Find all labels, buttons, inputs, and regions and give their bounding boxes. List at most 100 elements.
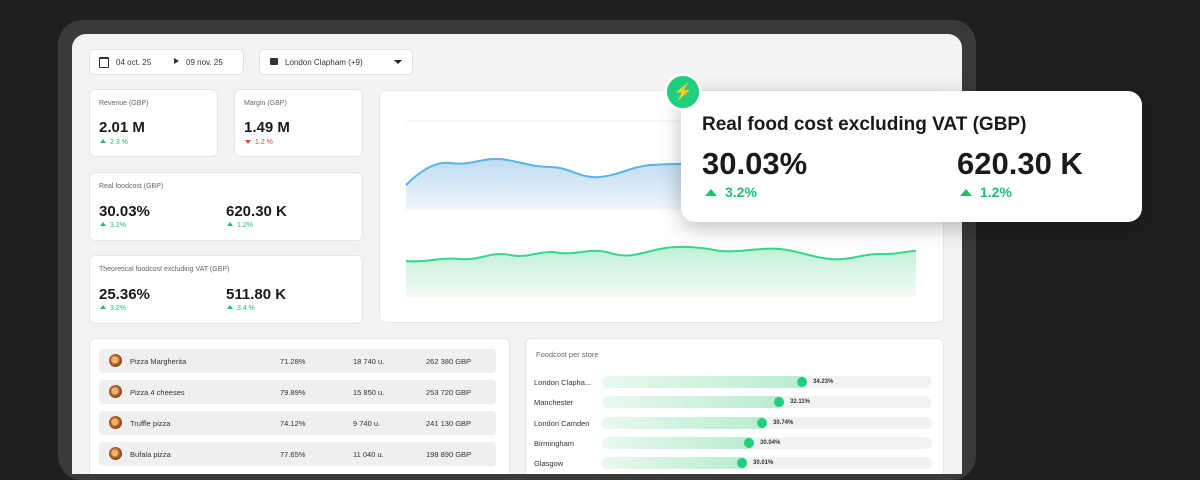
product-name: Bufala pizza bbox=[130, 450, 171, 459]
product-amount: 262 380 GBP bbox=[426, 357, 472, 366]
product-rate: 79.89% bbox=[280, 388, 306, 397]
store-row[interactable]: Manchester 32.11% bbox=[534, 395, 934, 409]
store-row[interactable]: London Camden 30.74% bbox=[534, 416, 934, 430]
arrow-up-icon bbox=[100, 222, 106, 226]
product-units: 9 740 u. bbox=[353, 419, 381, 428]
store-name: Birmingham bbox=[534, 439, 575, 448]
product-amount: 241 130 GBP bbox=[426, 419, 472, 428]
real-foodcost-amount: 620.30 K bbox=[226, 203, 287, 220]
product-units: 15 850 u. bbox=[353, 388, 385, 397]
store-bar-fill bbox=[602, 437, 754, 449]
revenue-delta-value: 2.3 % bbox=[110, 139, 128, 146]
store-name: London Clapha... bbox=[534, 378, 592, 387]
store-name: Manchester bbox=[534, 398, 574, 407]
theoretical-foodcost-amount-delta: 3.4 % bbox=[227, 305, 255, 312]
table-row[interactable]: Pizza 4 cheeses 79.89% 15 850 u. 253 720… bbox=[99, 380, 496, 404]
margin-delta: 1.2 % bbox=[245, 139, 273, 146]
arrow-up-icon bbox=[705, 189, 717, 196]
store-row[interactable]: Glasgow 30.01% bbox=[534, 456, 934, 470]
store-bar-fill bbox=[602, 457, 747, 469]
real-foodcost-pct-delta: 3.2% bbox=[100, 222, 126, 229]
product-units: 11 040 u. bbox=[353, 450, 384, 459]
table-row[interactable]: Bufala pizza 77.65% 11 040 u. 198 890 GB… bbox=[99, 442, 496, 466]
pizza-icon bbox=[109, 447, 122, 460]
margin-value: 1.49 M bbox=[244, 119, 290, 136]
theoretical-foodcost-pct-delta-value: 3.2% bbox=[110, 305, 126, 312]
product-name: Truffle pizza bbox=[130, 419, 171, 428]
product-rate: 74.12% bbox=[280, 419, 306, 428]
tooltip-title: Real food cost excluding VAT (GBP) bbox=[702, 114, 1027, 135]
tooltip-amount-delta-value: 1.2% bbox=[980, 184, 1012, 200]
foodcost-per-store-title: Foodcost per store bbox=[536, 350, 599, 359]
tooltip-amount: 620.30 K bbox=[957, 146, 1083, 181]
real-foodcost-card[interactable]: Real foodcost (GBP) 30.03% 3.2% 620.30 K… bbox=[89, 172, 363, 241]
store-bar-fill bbox=[602, 417, 767, 429]
store-selector[interactable]: London Clapham (+9) bbox=[259, 49, 413, 75]
date-range-picker[interactable]: 04 oct. 25 09 nov. 25 bbox=[89, 49, 244, 75]
store-foodcost-value: 34.23% bbox=[813, 379, 834, 385]
kpi-tooltip: Real food cost excluding VAT (GBP) 30.03… bbox=[681, 91, 1142, 222]
arrow-up-icon bbox=[227, 222, 233, 226]
tooltip-pct-delta: 3.2% bbox=[705, 184, 757, 200]
bolt-icon: ⚡ bbox=[664, 73, 702, 111]
store-bar-marker bbox=[757, 418, 767, 428]
product-name: Pizza 4 cheeses bbox=[130, 388, 185, 397]
product-rate: 77.65% bbox=[280, 450, 306, 459]
product-amount: 253 720 GBP bbox=[426, 388, 472, 397]
real-foodcost-label: Real foodcost (GBP) bbox=[99, 183, 164, 190]
store-selector-label: London Clapham (+9) bbox=[285, 58, 363, 67]
tooltip-pct: 30.03% bbox=[702, 146, 808, 181]
theoretical-foodcost-label: Theoretical foodcost excluding VAT (GBP) bbox=[99, 266, 230, 273]
theoretical-foodcost-amount: 511.80 K bbox=[226, 286, 287, 303]
pizza-icon bbox=[109, 385, 122, 398]
foodcost-trend-chart bbox=[405, 120, 917, 297]
product-units: 18 740 u. bbox=[353, 357, 385, 366]
store-icon bbox=[270, 58, 278, 65]
table-row[interactable]: Pizza Margherita 71.28% 18 740 u. 262 38… bbox=[99, 349, 496, 373]
store-bar-fill bbox=[602, 396, 784, 408]
arrow-up-icon bbox=[227, 305, 233, 309]
theoretical-foodcost-card[interactable]: Theoretical foodcost excluding VAT (GBP)… bbox=[89, 255, 363, 324]
product-rate: 71.28% bbox=[280, 357, 306, 366]
revenue-label: Revenue (GBP) bbox=[99, 100, 149, 107]
store-bar-fill bbox=[602, 376, 807, 388]
store-foodcost-value: 30.01% bbox=[753, 460, 774, 466]
theoretical-foodcost-amount-delta-value: 3.4 % bbox=[237, 305, 255, 312]
store-bar-marker bbox=[774, 397, 784, 407]
revenue-delta: 2.3 % bbox=[100, 139, 128, 146]
pizza-icon bbox=[109, 416, 122, 429]
green-series-area bbox=[406, 246, 916, 297]
arrow-up-icon bbox=[960, 189, 972, 196]
margin-delta-value: 1.2 % bbox=[255, 139, 273, 146]
table-row[interactable]: Truffle pizza 74.12% 9 740 u. 241 130 GB… bbox=[99, 411, 496, 435]
revenue-value: 2.01 M bbox=[99, 119, 145, 136]
store-bar-marker bbox=[744, 438, 754, 448]
arrow-down-icon bbox=[245, 140, 251, 144]
store-foodcost-value: 30.74% bbox=[773, 420, 794, 426]
real-foodcost-pct-delta-value: 3.2% bbox=[110, 222, 126, 229]
store-foodcost-value: 32.11% bbox=[790, 399, 811, 405]
real-foodcost-amount-delta-value: 1.2% bbox=[237, 222, 253, 229]
arrow-up-icon bbox=[100, 305, 106, 309]
product-name: Pizza Margherita bbox=[130, 357, 187, 366]
tooltip-amount-delta: 1.2% bbox=[960, 184, 1012, 200]
store-row[interactable]: Birmingham 30.04% bbox=[534, 436, 934, 450]
foodcost-trend-chart-card[interactable] bbox=[379, 90, 944, 323]
theoretical-foodcost-pct: 25.36% bbox=[99, 286, 150, 303]
revenue-card[interactable]: Revenue (GBP) 2.01 M 2.3 % bbox=[89, 89, 218, 157]
arrow-up-icon bbox=[100, 139, 106, 143]
theoretical-foodcost-pct-delta: 3.2% bbox=[100, 305, 126, 312]
store-foodcost-value: 30.04% bbox=[760, 440, 781, 446]
store-row[interactable]: London Clapha... 34.23% bbox=[534, 375, 934, 389]
store-bar-marker bbox=[797, 377, 807, 387]
green-series-line bbox=[405, 245, 917, 263]
real-foodcost-pct: 30.03% bbox=[99, 203, 150, 220]
date-start: 04 oct. 25 bbox=[116, 58, 152, 67]
product-amount: 198 890 GBP bbox=[426, 450, 472, 459]
blue-series-line bbox=[405, 157, 701, 186]
calendar-icon bbox=[99, 57, 109, 68]
tooltip-pct-delta-value: 3.2% bbox=[725, 184, 757, 200]
margin-card[interactable]: Margin (GBP) 1.49 M 1.2 % bbox=[234, 89, 363, 157]
date-end: 09 nov. 25 bbox=[186, 58, 223, 67]
store-bar-marker bbox=[737, 458, 747, 468]
